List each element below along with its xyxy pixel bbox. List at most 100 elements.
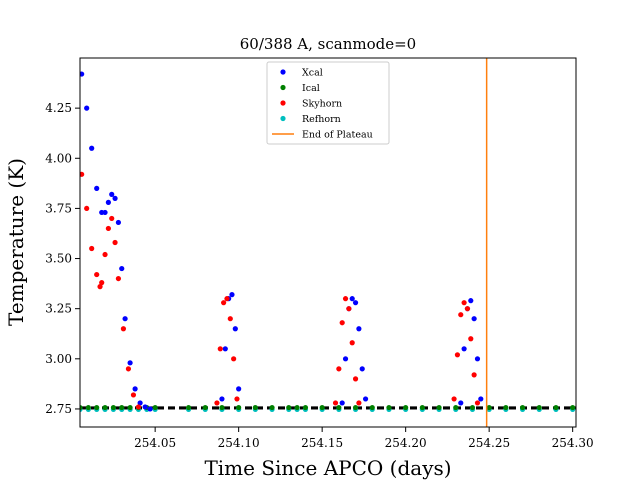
skyhorn-point (474, 400, 481, 406)
skyhorn-point (349, 340, 355, 346)
ical-point (219, 404, 225, 411)
skyhorn-point (342, 296, 349, 302)
xcal-point (359, 366, 365, 372)
skyhorn-point (356, 400, 362, 406)
skyhorn-point (130, 392, 137, 398)
xcal-point (105, 199, 111, 205)
ical-point (486, 404, 492, 411)
xcal-point (119, 265, 125, 272)
skyhorn-point (120, 326, 127, 332)
xcal-point (132, 386, 138, 392)
ical-point (110, 404, 117, 411)
xcal-point (461, 346, 467, 352)
x-axis-ticks: 254.05 254.10 254.15 254.20 254.25 254.30 (134, 427, 594, 450)
xcal-point (232, 326, 238, 332)
ical-point (80, 404, 83, 411)
xcal-point (112, 195, 118, 201)
skyhorn-point (97, 284, 103, 290)
xcal-point (147, 406, 153, 412)
series-ical (80, 404, 576, 411)
skyhorn-point (94, 271, 100, 278)
legend-label: Skyhorn (302, 99, 342, 110)
xcal-point (349, 296, 355, 302)
xcal-point (471, 316, 477, 322)
legend-label: End of Plateau (302, 130, 373, 141)
skyhorn-point (468, 336, 474, 342)
x-tick-label: 254.25 (468, 436, 510, 450)
ical-point (286, 404, 292, 411)
skyhorn-point (102, 251, 108, 258)
ical-point (202, 404, 208, 411)
x-tick-label: 254.05 (134, 436, 176, 450)
legend-label: Refhorn (302, 114, 341, 125)
legend-box (266, 61, 390, 145)
xcal-point (458, 400, 464, 406)
y-tick-label: 3.00 (45, 352, 72, 366)
legend-marker-refhorn (280, 115, 286, 122)
ical-point (336, 404, 342, 411)
skyhorn-point (115, 275, 122, 282)
ical-point (503, 404, 509, 411)
legend-marker-skyhorn (280, 100, 286, 106)
legend: Xcal Ical Skyhorn Refhorn End of Plateau (266, 61, 390, 145)
skyhorn-point (234, 396, 240, 402)
xcal-point (478, 396, 484, 402)
y-tick-label: 4.25 (45, 101, 72, 115)
ical-point (469, 404, 476, 411)
xcal-point (115, 219, 122, 226)
skyhorn-point (224, 296, 230, 302)
y-tick-label: 2.75 (45, 402, 72, 416)
x-tick-label: 254.10 (218, 436, 260, 450)
ical-point (152, 404, 158, 411)
skyhorn-point (109, 215, 115, 222)
ical-point (453, 404, 459, 411)
skyhorn-point (125, 366, 132, 372)
xcal-point (137, 400, 143, 406)
ical-point (319, 404, 325, 411)
xcal-point (356, 326, 362, 332)
xcal-point (219, 396, 225, 402)
skyhorn-point (451, 396, 457, 402)
xcal-point (122, 316, 128, 322)
skyhorn-point (346, 306, 352, 312)
skyhorn-point (80, 171, 85, 177)
y-tick-label: 4.00 (45, 151, 72, 165)
legend-label: Ical (302, 83, 320, 94)
xcal-point (84, 105, 90, 111)
legend-marker-xcal (280, 69, 286, 75)
skyhorn-point (454, 352, 461, 358)
skyhorn-point (84, 205, 90, 212)
y-axis-label: Temperature (K) (4, 158, 28, 326)
xcal-point (127, 360, 133, 366)
skyhorn-point (336, 366, 342, 372)
ical-point (570, 404, 576, 411)
xcal-point (352, 300, 359, 306)
xcal-point (89, 145, 95, 151)
skyhorn-point (135, 404, 142, 410)
ical-point (436, 404, 442, 411)
y-axis-ticks: 2.75 3.00 3.25 3.50 3.75 4.00 4.25 (45, 101, 80, 416)
chart-title: 60/388 A, scanmode=0 (240, 35, 416, 53)
xcal-point (474, 356, 481, 362)
plot-frame (79, 57, 577, 428)
ical-point (252, 404, 258, 411)
xcal-point (339, 400, 345, 406)
xcal-point (362, 396, 369, 402)
xcal-point (222, 346, 228, 352)
skyhorn-point (227, 316, 233, 322)
xcal-point (468, 298, 474, 304)
ical-point (185, 404, 192, 411)
skyhorn-point (458, 312, 464, 318)
ical-point (403, 404, 409, 411)
skyhorn-point (89, 245, 95, 252)
ical-point (302, 404, 309, 411)
legend-marker-ical (280, 84, 286, 91)
ical-point (127, 404, 133, 411)
ical-point (102, 404, 108, 411)
series-skyhorn (80, 171, 481, 410)
x-tick-label: 254.15 (301, 436, 343, 450)
skyhorn-point (231, 356, 237, 362)
ical-point (85, 404, 91, 411)
xcal-point (236, 386, 242, 392)
xcal-point (342, 356, 349, 362)
